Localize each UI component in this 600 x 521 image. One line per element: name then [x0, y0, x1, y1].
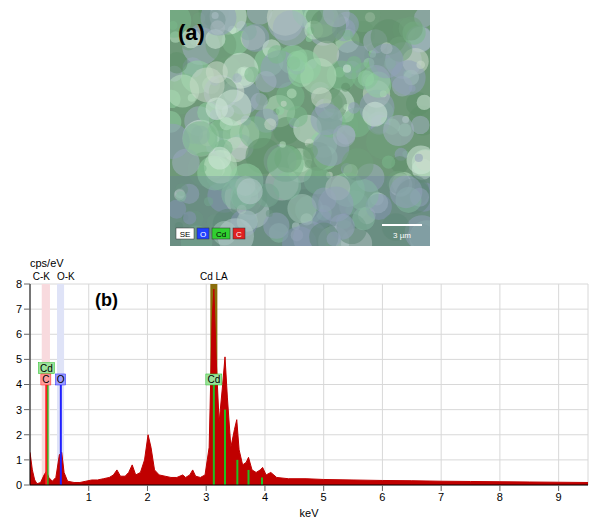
- html-text:(b): (b): [95, 290, 118, 310]
- svg-text:1: 1: [16, 454, 22, 466]
- svg-text:2: 2: [144, 491, 150, 503]
- svg-text:6: 6: [379, 491, 385, 503]
- svg-text:(a): (a): [178, 20, 205, 45]
- svg-text:8: 8: [497, 491, 503, 503]
- svg-text:2: 2: [16, 429, 22, 441]
- svg-text:C: C: [236, 230, 242, 239]
- svg-text:7: 7: [438, 491, 444, 503]
- svg-text:5: 5: [16, 353, 22, 365]
- svg-text:SE: SE: [180, 230, 191, 239]
- svg-text:0: 0: [16, 479, 22, 491]
- svg-text:Cd: Cd: [216, 230, 226, 239]
- svg-text:O-K: O-K: [57, 271, 75, 282]
- svg-text:O: O: [57, 374, 65, 385]
- svg-text:4: 4: [16, 378, 22, 390]
- svg-text:Cd: Cd: [40, 363, 53, 374]
- html-text:cps/eV: cps/eV: [30, 257, 64, 269]
- svg-text:C-K: C-K: [33, 271, 51, 282]
- svg-text:3: 3: [16, 404, 22, 416]
- svg-text:1: 1: [86, 491, 92, 503]
- svg-text:8: 8: [16, 278, 22, 290]
- svg-text:O: O: [200, 230, 206, 239]
- svg-text:Cd LA: Cd LA: [200, 271, 228, 282]
- svg-text:3: 3: [203, 491, 209, 503]
- svg-text:Cd: Cd: [207, 374, 220, 385]
- svg-text:C: C: [42, 374, 49, 385]
- svg-text:keV: keV: [300, 507, 320, 519]
- svg-text:5: 5: [321, 491, 327, 503]
- svg-text:7: 7: [16, 303, 22, 315]
- svg-text:9: 9: [556, 491, 562, 503]
- svg-text:6: 6: [16, 328, 22, 340]
- svg-text:3 µm: 3 µm: [393, 231, 411, 240]
- svg-text:4: 4: [262, 491, 268, 503]
